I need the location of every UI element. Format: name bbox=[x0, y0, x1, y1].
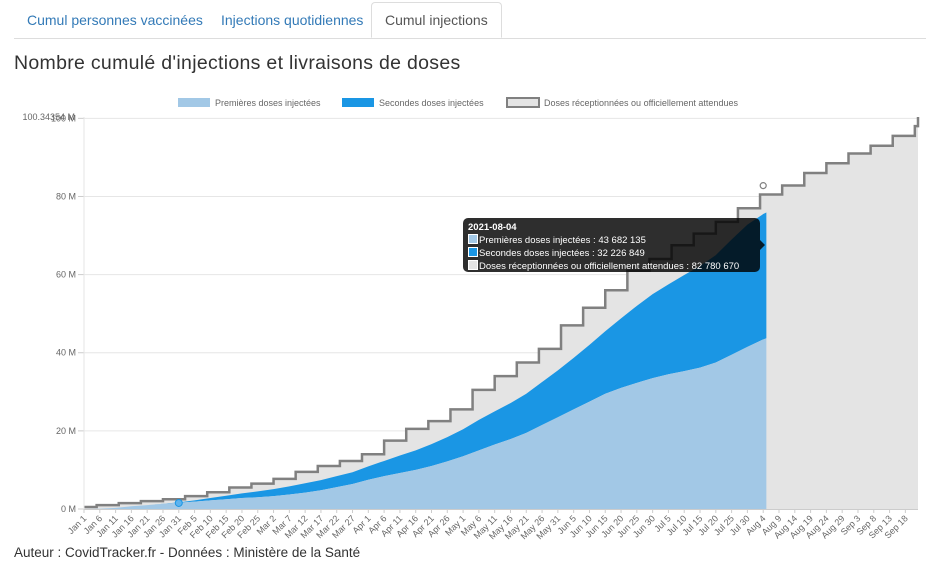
footer-credits: Auteur : CovidTracker.fr - Données : Min… bbox=[14, 545, 361, 560]
legend-label-delivered[interactable]: Doses réceptionnées ou officiellement at… bbox=[544, 98, 738, 108]
y-tick-label: 0 M bbox=[61, 504, 76, 514]
chart: Premières doses injectées Secondes doses… bbox=[22, 97, 920, 541]
tooltip-label-delivered: Doses réceptionnées ou officiellement at… bbox=[479, 261, 740, 272]
y-tick-label: 60 M bbox=[56, 270, 76, 280]
legend-label-first-doses[interactable]: Premières doses injectées bbox=[215, 98, 321, 108]
tooltip-label-first-doses: Premières doses injectées : 43 682 135 bbox=[479, 235, 646, 246]
delivered-hover-point[interactable] bbox=[759, 182, 767, 190]
tooltip-swatch-second-doses bbox=[468, 247, 478, 257]
legend-swatch-first-doses[interactable] bbox=[178, 98, 210, 107]
legend-swatch-second-doses[interactable] bbox=[342, 98, 374, 107]
y-tick-label: 80 M bbox=[56, 191, 76, 201]
tooltip-row-second-doses: Secondes doses injectées : 32 226 849 bbox=[468, 247, 755, 260]
legend: Premières doses injectées Secondes doses… bbox=[178, 97, 738, 108]
legend-swatch-delivered[interactable] bbox=[506, 97, 540, 108]
tab-injections-quotidiennes[interactable]: Injections quotidiennes bbox=[221, 12, 364, 28]
page-title: Nombre cumulé d'injections et livraisons… bbox=[14, 52, 461, 74]
tooltip: 2021-08-04 Premières doses injectées : 4… bbox=[463, 218, 760, 272]
second-doses-area bbox=[84, 212, 767, 509]
tooltip-swatch-first-doses bbox=[468, 234, 478, 244]
y-tick-label: 40 M bbox=[56, 348, 76, 358]
y-max-label: 100.34354 M bbox=[22, 112, 75, 122]
plot-areas bbox=[84, 117, 920, 509]
tooltip-row-delivered: Doses réceptionnées ou officiellement at… bbox=[468, 260, 755, 273]
first-doses-hover-point[interactable] bbox=[174, 498, 183, 507]
y-tick-label: 20 M bbox=[56, 426, 76, 436]
y-tick-label: 100 M bbox=[51, 113, 76, 123]
tooltip-caret bbox=[760, 240, 765, 250]
first-doses-area bbox=[84, 338, 767, 509]
tooltip-label-second-doses: Secondes doses injectées : 32 226 849 bbox=[479, 248, 645, 259]
tooltip-title: 2021-08-04 bbox=[468, 222, 517, 233]
delivered-line bbox=[84, 117, 920, 509]
tab-cumul-personnes-vaccinees[interactable]: Cumul personnes vaccinées bbox=[27, 12, 203, 28]
tab-cumul-injections[interactable]: Cumul injections bbox=[371, 2, 502, 38]
tab-bar: Cumul personnes vaccinées Injections quo… bbox=[14, 0, 926, 39]
tooltip-row-first-doses: Premières doses injectées : 43 682 135 bbox=[468, 234, 755, 247]
legend-label-second-doses[interactable]: Secondes doses injectées bbox=[379, 98, 484, 108]
tooltip-swatch-delivered bbox=[468, 260, 478, 270]
